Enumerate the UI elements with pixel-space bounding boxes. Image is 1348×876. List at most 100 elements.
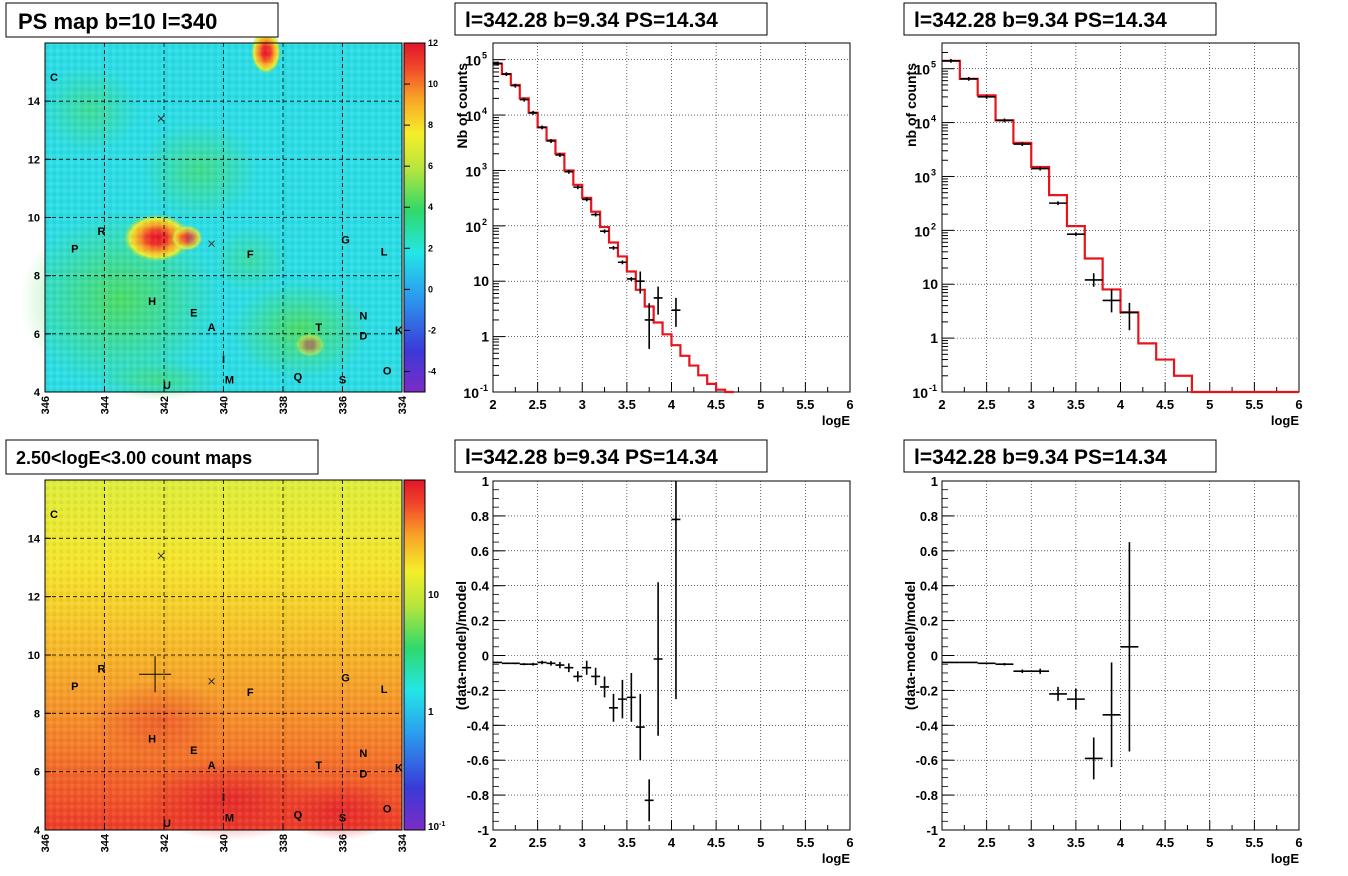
y-tick-label-exponent: 3	[482, 161, 487, 171]
x-tick-label: 6	[846, 835, 853, 850]
y-tick-label: 10	[914, 62, 930, 78]
data-point	[1102, 289, 1121, 313]
y-tick-label: 0.8	[920, 509, 938, 524]
y-tick-label: 10	[465, 163, 481, 179]
data-point	[501, 72, 511, 77]
ps-map-lat-ticks: 4 6 8 10 12 14	[28, 96, 51, 399]
x-tick-label: 4	[1117, 835, 1125, 850]
residual-point	[977, 662, 996, 665]
y-axis-label: (data-model)/model	[453, 581, 469, 710]
x-tick-label: 4	[668, 397, 676, 412]
psmap-source-label: P	[71, 243, 78, 255]
data-point	[555, 153, 565, 158]
x-tick-label: 4	[1117, 397, 1125, 412]
count-map-title-box: 2.50<logE<3.00 count maps	[5, 439, 319, 475]
x-tick-label: 3	[579, 835, 586, 850]
residual-point	[573, 671, 583, 682]
cmap-lon-tick-label: 336	[338, 834, 350, 852]
data-point	[582, 197, 592, 202]
psmap-source-label: S	[339, 374, 346, 386]
psmap-cbar-tick-label: 12	[428, 38, 438, 48]
psmap-cbar-tick-label: 6	[428, 161, 433, 171]
x-axis-label: logE	[1271, 851, 1299, 866]
y-tick-label: -0.4	[467, 718, 490, 733]
x-tick-label: 5.5	[796, 835, 814, 850]
y-tick-label-exponent: 4	[482, 106, 487, 116]
residual-point	[555, 661, 565, 669]
residual-point	[617, 679, 627, 719]
psmap-lat-tick-label: 14	[28, 96, 41, 108]
psmap-lat-tick-label: 6	[34, 329, 40, 341]
data-point	[591, 212, 601, 217]
data-point	[977, 95, 996, 99]
residual-point	[493, 661, 502, 664]
y-tick-label: 0.4	[920, 579, 939, 594]
x-tick-label: 2	[489, 397, 496, 412]
residual-point	[519, 663, 529, 666]
ps-map-panel: C R P G L F H EA T ND K IM Q S O U 346 344 342 340 338 336 33…	[5, 2, 438, 414]
y-tick-label: 0	[931, 649, 938, 664]
spectrum-right-title-box: l=342.28 b=9.34 PS=14.34	[903, 2, 1217, 36]
x-axis-label: logE	[822, 413, 850, 428]
y-axis-label: nb of counts	[903, 63, 919, 147]
y-tick-label: 10	[914, 169, 930, 185]
y-tick-label-exponent: 3	[931, 167, 936, 177]
y-tick-label: 10	[465, 219, 481, 235]
ps-map-grid	[45, 43, 402, 392]
residual-left-title: l=342.28 b=9.34 PS=14.34	[465, 446, 718, 469]
residual-point	[1084, 737, 1103, 780]
count-map-title: 2.50<logE<3.00 count maps	[16, 448, 252, 468]
data-point	[1120, 302, 1139, 331]
data-point	[995, 118, 1014, 123]
x-tick-label: 3	[579, 397, 586, 412]
cmap-lat-tick-label: 8	[34, 708, 40, 720]
cmap-source-label: S	[339, 812, 346, 824]
data-point	[626, 277, 636, 281]
x-axis-label: logE	[822, 851, 850, 866]
residual-point	[528, 662, 538, 666]
count-map-heatmap	[44, 479, 403, 840]
residual-left-title-box: l=342.28 b=9.34 PS=14.34	[454, 439, 768, 473]
psmap-source-label: E	[190, 307, 197, 319]
y-tick-label: -0.4	[916, 718, 939, 733]
y-axis-label: Nb of counts	[454, 63, 470, 149]
y-tick-label: 0.2	[471, 614, 489, 629]
y-tick-label: 0.6	[471, 544, 489, 559]
data-point	[617, 260, 627, 265]
data-point	[493, 61, 502, 66]
data-point	[600, 229, 610, 234]
cmap-source-label: O	[383, 804, 392, 816]
x-tick-label: 3.5	[1067, 397, 1085, 412]
x-tick-label: 4.5	[707, 397, 725, 412]
y-tick-label: -1	[926, 823, 938, 838]
psmap-cbar-tick-label: 8	[428, 120, 433, 130]
cmap-source-label: C	[50, 509, 58, 521]
psmap-source-label: N	[359, 310, 367, 322]
cmap-source-label: U	[163, 818, 171, 830]
y-tick-label: 10	[463, 385, 479, 401]
model-step-line	[942, 59, 1299, 394]
spectrum-left-title-box: l=342.28 b=9.34 PS=14.34	[454, 2, 768, 36]
psmap-lon-tick-label: 334	[397, 395, 409, 414]
psmap-source-label: Q	[294, 371, 303, 383]
psmap-lat-tick-label: 8	[34, 271, 40, 283]
residual-point	[510, 662, 520, 665]
cmap-source-label: D	[359, 769, 367, 781]
residual-point	[1102, 662, 1121, 768]
x-tick-label: 3.5	[618, 835, 636, 850]
psmap-source-label: R	[98, 226, 106, 238]
cmap-source-label: H	[148, 734, 156, 746]
psmap-cbar-tick-label: 10	[428, 79, 438, 89]
x-tick-label: 2	[489, 835, 496, 850]
psmap-source-label: U	[163, 380, 171, 392]
cmap-lon-tick-label: 344	[100, 833, 112, 852]
y-tick-label-exponent: 5	[482, 51, 487, 61]
cmap-source-label: E	[190, 745, 197, 757]
psmap-lat-tick-label: 10	[28, 213, 40, 225]
ps-map-sources: C R P G L F H EA T ND K IM Q S O U	[50, 72, 403, 392]
y-tick-label: -0.8	[916, 788, 938, 803]
y-tick-label: -0.2	[467, 683, 489, 698]
data-point	[564, 169, 574, 174]
data-point	[1066, 232, 1085, 237]
